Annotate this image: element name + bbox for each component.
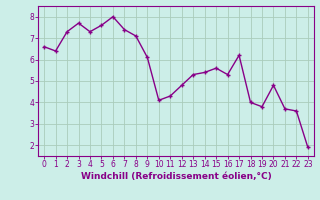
X-axis label: Windchill (Refroidissement éolien,°C): Windchill (Refroidissement éolien,°C) [81,172,271,181]
